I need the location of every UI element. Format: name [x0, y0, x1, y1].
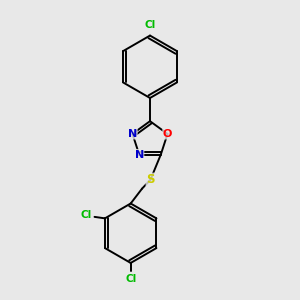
- Text: N: N: [128, 129, 137, 139]
- Text: O: O: [163, 129, 172, 139]
- Text: N: N: [134, 149, 144, 160]
- Text: Cl: Cl: [125, 274, 136, 284]
- Text: S: S: [146, 173, 155, 186]
- Text: Cl: Cl: [81, 210, 92, 220]
- Text: Cl: Cl: [144, 20, 156, 30]
